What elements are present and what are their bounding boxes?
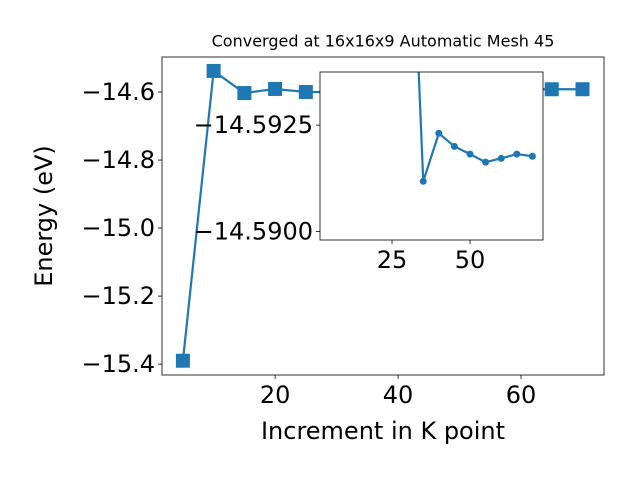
marker (435, 129, 443, 137)
x-tick-label: 60 (506, 381, 537, 409)
chart-title: Converged at 16x16x9 Automatic Mesh 45 (212, 32, 555, 51)
y-tick-label: −14.6 (81, 78, 155, 106)
y-tick-label: −15.4 (81, 350, 155, 378)
x-tick-label: 20 (260, 381, 291, 409)
y-tick-label: −14.5900 (194, 217, 313, 245)
axes-frame (161, 56, 605, 376)
marker (298, 85, 313, 100)
y-tick-label: −15.2 (81, 282, 155, 310)
x-tick-label: 50 (455, 246, 486, 274)
marker (482, 158, 490, 166)
y-tick-label: −15.0 (81, 214, 155, 242)
y-axis-label: Energy (eV) (30, 145, 58, 287)
plot-clip (417, 72, 536, 185)
axes-frame (319, 71, 544, 241)
y-tick-label: −14.5925 (194, 111, 313, 139)
y-tick-label: −14.8 (81, 146, 155, 174)
marker (466, 150, 474, 158)
x-axis-label: Increment in K point (261, 417, 505, 445)
marker (268, 81, 283, 96)
marker (497, 154, 505, 162)
x-tick-label: 25 (377, 246, 408, 274)
marker (544, 82, 559, 97)
marker (575, 82, 590, 97)
marker (175, 353, 190, 368)
marker (528, 152, 536, 160)
marker (419, 177, 427, 185)
marker (237, 86, 252, 101)
marker (450, 142, 458, 150)
marker (206, 63, 221, 78)
marker (513, 150, 521, 158)
x-tick-label: 40 (383, 381, 414, 409)
